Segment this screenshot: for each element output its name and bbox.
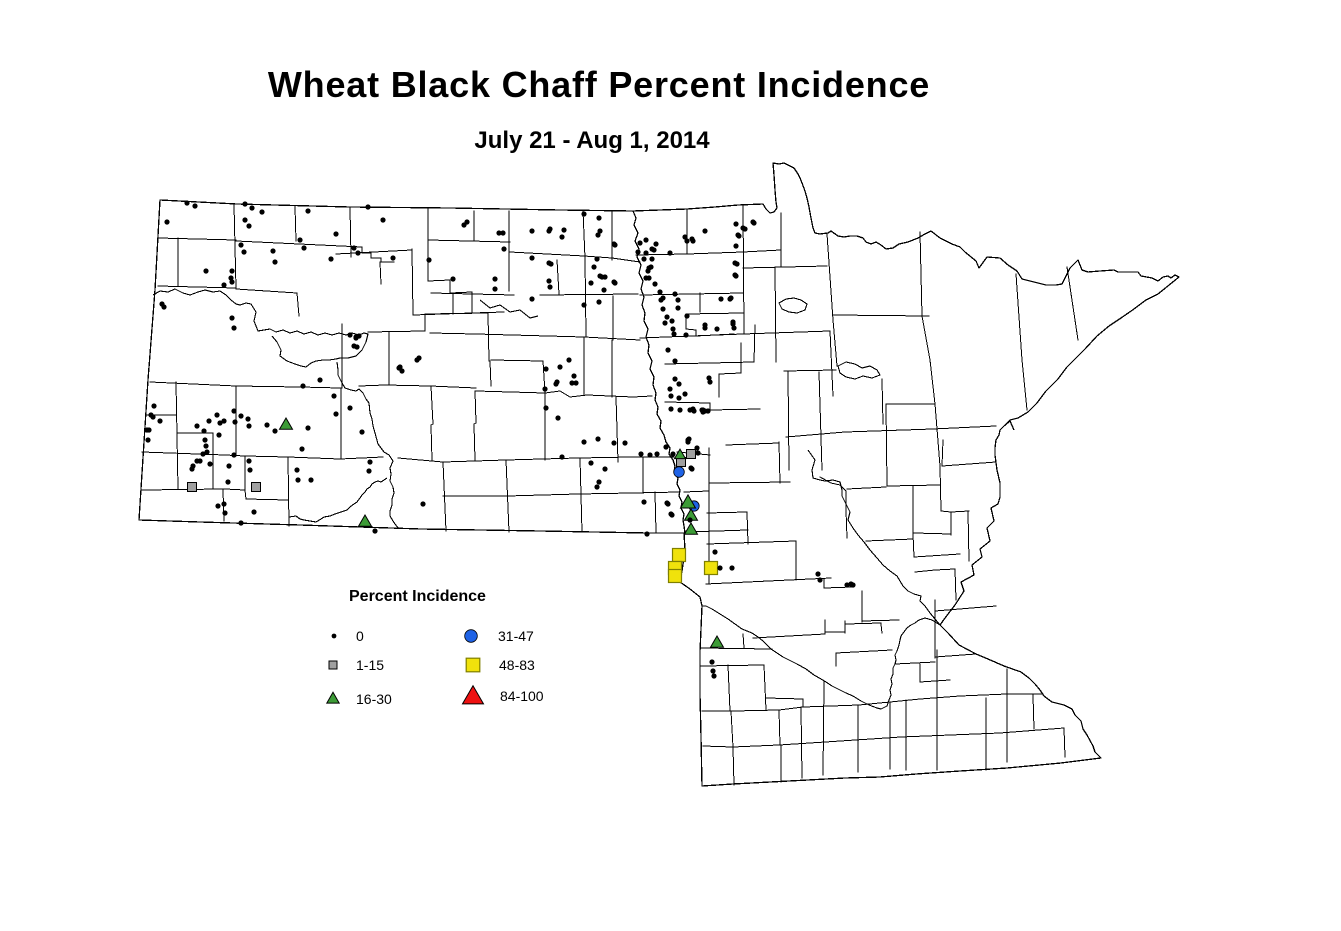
svg-text:16-30: 16-30 bbox=[356, 691, 392, 707]
svg-text:0: 0 bbox=[356, 628, 364, 644]
svg-text:31-47: 31-47 bbox=[498, 628, 534, 644]
svg-text:48-83: 48-83 bbox=[499, 657, 535, 673]
svg-text:84-100: 84-100 bbox=[500, 688, 544, 704]
svg-text:July 21 - Aug 1, 2014: July 21 - Aug 1, 2014 bbox=[474, 127, 710, 154]
svg-text:Wheat Black Chaff Percent Inci: Wheat Black Chaff Percent Incidence bbox=[268, 64, 930, 105]
svg-text:Percent Incidence: Percent Incidence bbox=[349, 588, 486, 605]
svg-text:1-15: 1-15 bbox=[356, 657, 384, 673]
